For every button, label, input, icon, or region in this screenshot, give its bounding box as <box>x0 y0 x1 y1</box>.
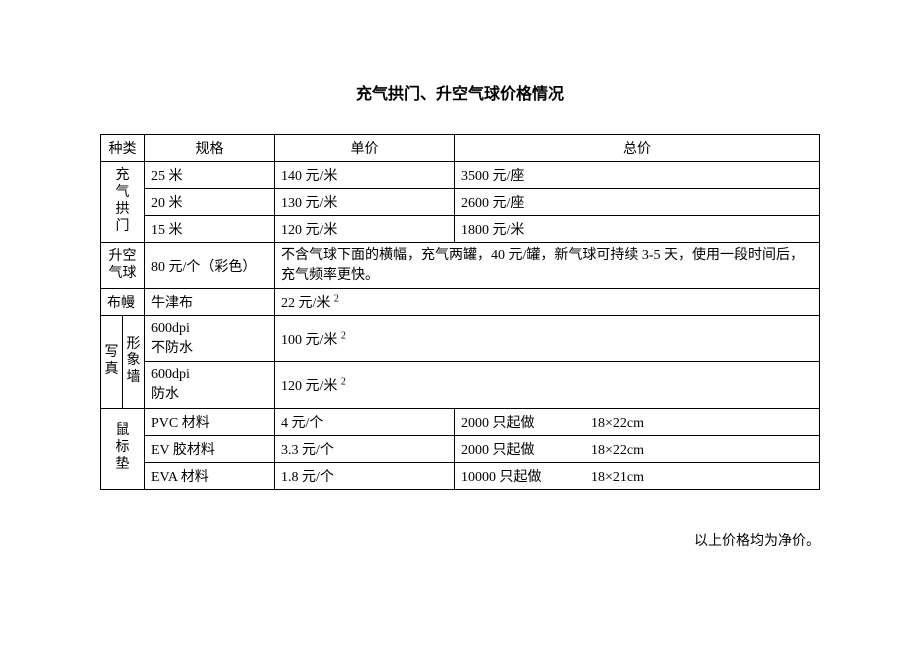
table-row: 写真 形象墙 600dpi不防水 100 元/米 2 <box>101 316 820 362</box>
table-row: 布幔 牛津布 22 元/米 2 <box>101 289 820 316</box>
cell-spec: 600dpi不防水 <box>145 316 275 362</box>
cell-spec: 600dpi防水 <box>145 362 275 408</box>
cell-spec: 20 米 <box>145 189 275 216</box>
page-title: 充气拱门、升空气球价格情况 <box>100 80 820 104</box>
footer-note: 以上价格均为净价。 <box>100 530 820 550</box>
table-row: EV 胶材料 3.3 元/个 2000 只起做18×22cm <box>101 435 820 462</box>
group-balloon-label: 升空气球 <box>101 243 145 289</box>
cell-unit: 120 元/米 <box>275 216 455 243</box>
table-row: 充气拱门 25 米 140 元/米 3500 元/座 <box>101 162 820 189</box>
cell-total: 1800 元/米 <box>455 216 820 243</box>
cell-note: 不含气球下面的横幅，充气两罐，40 元/罐，新气球可持续 3-5 天，使用一段时… <box>275 243 820 289</box>
cell-unit: 22 元/米 2 <box>275 289 820 316</box>
group-mousepad-label: 鼠标垫 <box>101 408 145 489</box>
cell-unit: 140 元/米 <box>275 162 455 189</box>
group-arch-label: 充气拱门 <box>101 162 145 243</box>
cell-total: 2000 只起做18×22cm <box>455 408 820 435</box>
cell-unit: 1.8 元/个 <box>275 462 455 489</box>
group-curtain-label: 布幔 <box>101 289 145 316</box>
table-row: 15 米 120 元/米 1800 元/米 <box>101 216 820 243</box>
cell-spec: PVC 材料 <box>145 408 275 435</box>
cell-total: 10000 只起做18×21cm <box>455 462 820 489</box>
cell-spec: 15 米 <box>145 216 275 243</box>
cell-total: 3500 元/座 <box>455 162 820 189</box>
cell-total: 2000 只起做18×22cm <box>455 435 820 462</box>
price-table: 种类 规格 单价 总价 充气拱门 25 米 140 元/米 3500 元/座 2… <box>100 134 820 490</box>
header-row: 种类 规格 单价 总价 <box>101 135 820 162</box>
header-total-price: 总价 <box>455 135 820 162</box>
group-photo-inner-label: 形象墙 <box>123 316 145 408</box>
group-photo-outer-label: 写真 <box>101 316 123 408</box>
table-row: EVA 材料 1.8 元/个 10000 只起做18×21cm <box>101 462 820 489</box>
table-row: 600dpi防水 120 元/米 2 <box>101 362 820 408</box>
cell-spec: EVA 材料 <box>145 462 275 489</box>
cell-unit: 120 元/米 2 <box>275 362 820 408</box>
cell-unit: 100 元/米 2 <box>275 316 820 362</box>
table-row: 鼠标垫 PVC 材料 4 元/个 2000 只起做18×22cm <box>101 408 820 435</box>
cell-total: 2600 元/座 <box>455 189 820 216</box>
cell-unit: 3.3 元/个 <box>275 435 455 462</box>
header-unit-price: 单价 <box>275 135 455 162</box>
table-row: 升空气球 80 元/个（彩色） 不含气球下面的横幅，充气两罐，40 元/罐，新气… <box>101 243 820 289</box>
header-category: 种类 <box>101 135 145 162</box>
cell-spec: 牛津布 <box>145 289 275 316</box>
cell-unit: 4 元/个 <box>275 408 455 435</box>
cell-unit: 130 元/米 <box>275 189 455 216</box>
table-row: 20 米 130 元/米 2600 元/座 <box>101 189 820 216</box>
cell-spec: EV 胶材料 <box>145 435 275 462</box>
header-spec: 规格 <box>145 135 275 162</box>
cell-spec: 25 米 <box>145 162 275 189</box>
cell-spec: 80 元/个（彩色） <box>145 243 275 289</box>
